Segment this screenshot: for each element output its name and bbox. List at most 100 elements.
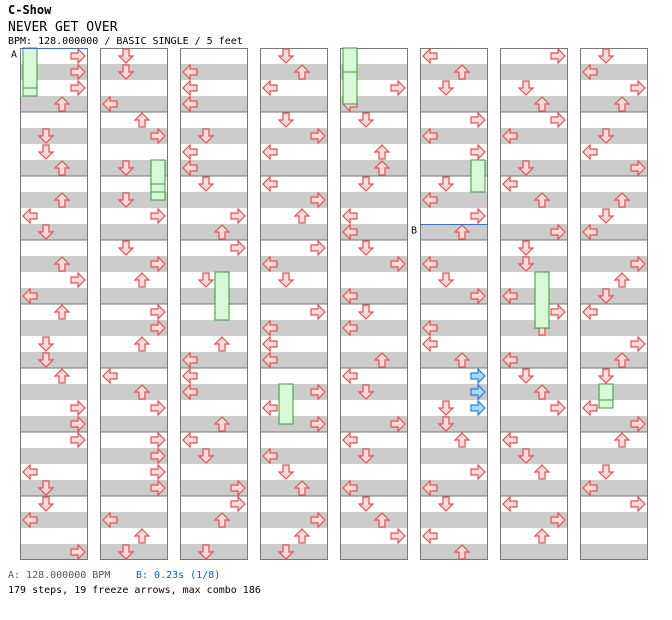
step-arrow [117, 192, 135, 208]
step-arrow [150, 255, 166, 273]
beat-band [340, 192, 408, 208]
column-border [180, 48, 248, 560]
step-arrow [197, 272, 215, 288]
step-arrow [533, 96, 551, 112]
step-arrow [630, 495, 646, 513]
beat-band [580, 128, 648, 144]
step-arrow [613, 432, 631, 448]
step-arrow [630, 159, 646, 177]
beat-band [420, 416, 488, 432]
beat-band [500, 256, 568, 272]
step-arrow [357, 112, 375, 128]
beat-band [260, 128, 328, 144]
beat-band [500, 416, 568, 432]
step-arrow [213, 416, 231, 432]
beat-band [100, 96, 168, 112]
step-arrow [133, 528, 151, 544]
step-arrow [422, 47, 438, 65]
beat-band [20, 96, 88, 112]
freeze-arrow [342, 47, 358, 73]
step-arrow [310, 239, 326, 257]
step-arrow [70, 47, 86, 65]
column-border [340, 48, 408, 560]
beat-band [180, 448, 248, 464]
step-arrow [182, 95, 198, 113]
step-arrow [262, 319, 278, 337]
beat-band [20, 128, 88, 144]
beat-band [420, 64, 488, 80]
bpm-legend: A: 128.000000 BPM [8, 570, 111, 581]
step-arrow [422, 479, 438, 497]
step-arrow [390, 527, 406, 545]
step-arrow [182, 351, 198, 369]
step-arrow [277, 112, 295, 128]
beat-band [180, 416, 248, 432]
beat-band [420, 96, 488, 112]
beat-band [340, 160, 408, 176]
step-arrow [310, 303, 326, 321]
step-arrow [53, 256, 71, 272]
step-arrow [437, 80, 455, 96]
column-border [420, 48, 488, 560]
step-arrow [117, 48, 135, 64]
beat-band [340, 416, 408, 432]
beat-band [580, 480, 648, 496]
step-arrow [22, 287, 38, 305]
step-arrow [582, 63, 598, 81]
step-arrow [517, 160, 535, 176]
beat-band [180, 288, 248, 304]
step-arrow [533, 464, 551, 480]
beat-band [20, 352, 88, 368]
step-arrow [357, 384, 375, 400]
beat-band [580, 352, 648, 368]
step-arrow [22, 207, 38, 225]
beat-band [580, 96, 648, 112]
step-arrow [182, 159, 198, 177]
beat-band [420, 256, 488, 272]
step-arrow [310, 191, 326, 209]
step-arrow [37, 480, 55, 496]
step-arrow [597, 288, 615, 304]
step-arrow [150, 303, 166, 321]
step-arrow [262, 351, 278, 369]
beat-band [500, 384, 568, 400]
step-arrow [582, 479, 598, 497]
step-arrow [310, 383, 326, 401]
step-arrow [150, 319, 166, 337]
page-title: C-Show [8, 3, 52, 17]
song-info: BPM: 128.000000 / BASIC SINGLE / 5 feet [8, 36, 243, 47]
step-arrow [53, 160, 71, 176]
step-arrow [422, 527, 438, 545]
beat-band [100, 544, 168, 560]
step-arrow [502, 495, 518, 513]
step-arrow [53, 96, 71, 112]
step-arrow [70, 63, 86, 81]
beat-band [500, 128, 568, 144]
step-arrow [357, 304, 375, 320]
step-arrow [422, 335, 438, 353]
beat-band [420, 384, 488, 400]
step-arrow [422, 191, 438, 209]
freeze-arrow [150, 159, 166, 185]
step-arrow [293, 64, 311, 80]
beat-band [340, 128, 408, 144]
beat-band [20, 224, 88, 240]
beat-band [500, 192, 568, 208]
column-border [260, 48, 328, 560]
beat-band [100, 512, 168, 528]
marker-label: A [11, 50, 17, 61]
step-arrow [262, 79, 278, 97]
step-arrow [502, 431, 518, 449]
step-arrow [37, 496, 55, 512]
beat-band [100, 416, 168, 432]
step-arrow [582, 143, 598, 161]
shock-arrow [470, 367, 486, 385]
step-arrow [102, 511, 118, 529]
beat-band [260, 256, 328, 272]
beat-band [580, 224, 648, 240]
beat-band [500, 160, 568, 176]
beat-band [180, 480, 248, 496]
beat-band [500, 448, 568, 464]
step-arrow [453, 64, 471, 80]
step-arrow [437, 496, 455, 512]
